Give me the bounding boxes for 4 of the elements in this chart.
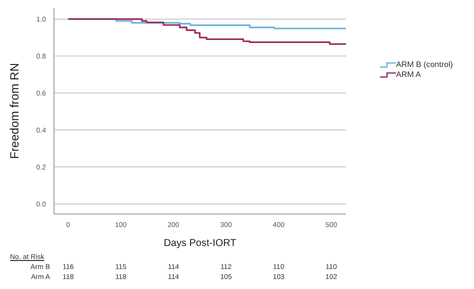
legend-label: ARM B (control): [396, 60, 453, 70]
legend-label: ARM A: [396, 70, 421, 80]
x-axis-title: Days Post-IORT: [164, 238, 236, 249]
y-axis-title: Freedom from RN: [7, 62, 22, 160]
